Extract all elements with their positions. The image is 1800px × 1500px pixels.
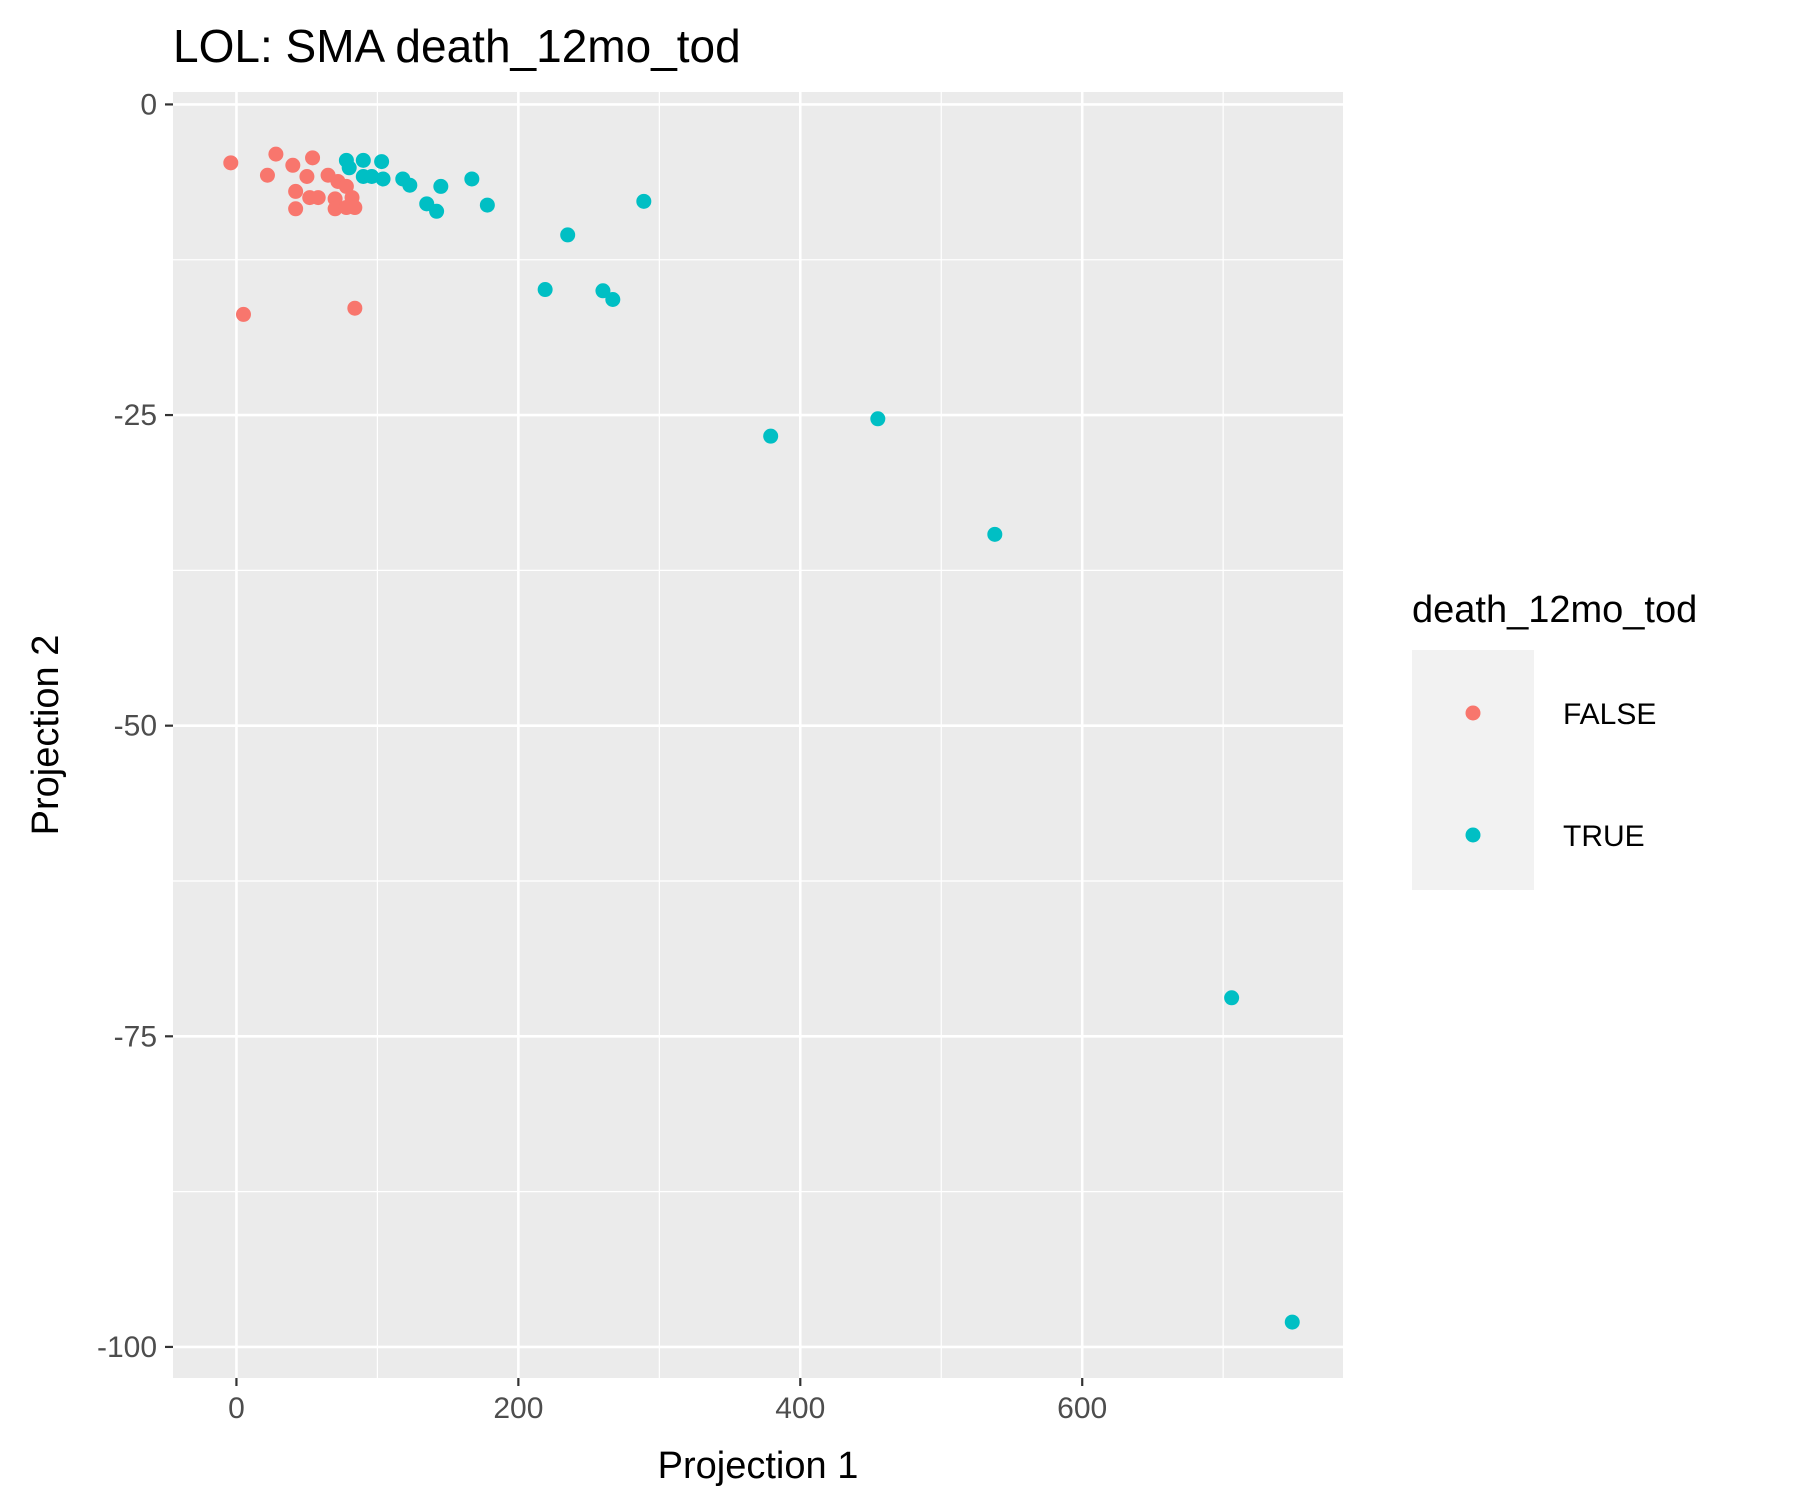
y-tick-label: -100 xyxy=(97,1331,157,1364)
data-point xyxy=(347,200,363,216)
data-point xyxy=(537,282,553,298)
data-point xyxy=(1224,990,1240,1006)
legend-label-true: TRUE xyxy=(1563,820,1645,853)
legend-key-false xyxy=(1465,705,1481,721)
data-point xyxy=(429,203,445,219)
legend: death_12mo_tod FALSE TRUE xyxy=(1412,589,1697,890)
data-point xyxy=(433,178,449,194)
y-tick-label: 0 xyxy=(140,88,157,121)
data-point xyxy=(402,177,418,193)
data-point xyxy=(305,150,321,166)
data-point xyxy=(347,300,363,316)
series-false xyxy=(223,146,363,322)
x-tick-label: 400 xyxy=(775,1392,825,1425)
chart-title: LOL: SMA death_12mo_tod xyxy=(173,20,741,72)
y-axis-title: Projection 2 xyxy=(25,635,67,836)
data-point xyxy=(987,526,1003,542)
data-point xyxy=(310,190,326,206)
data-point xyxy=(595,283,611,299)
data-point xyxy=(605,291,621,307)
data-point xyxy=(259,167,275,183)
data-point xyxy=(288,183,304,199)
legend-key-true xyxy=(1465,827,1481,843)
data-point xyxy=(364,168,380,184)
minor-gridlines xyxy=(173,92,1343,1378)
series-true xyxy=(338,152,1300,1330)
y-tick-label: -50 xyxy=(114,710,157,743)
data-point xyxy=(464,171,480,187)
data-point xyxy=(268,146,284,162)
y-tick-label: -25 xyxy=(114,399,157,432)
data-point xyxy=(1284,1314,1300,1330)
data-point xyxy=(375,171,391,187)
data-point xyxy=(223,155,239,171)
legend-title: death_12mo_tod xyxy=(1412,589,1697,631)
data-point xyxy=(327,201,343,217)
data-point xyxy=(338,178,354,194)
data-point xyxy=(763,428,779,444)
data-point xyxy=(288,201,304,217)
data-points xyxy=(223,146,1300,1330)
major-gridlines xyxy=(173,92,1343,1378)
data-point xyxy=(299,168,315,184)
data-point xyxy=(636,193,652,209)
x-axis-title: Projection 1 xyxy=(658,1445,859,1487)
data-point xyxy=(870,411,886,427)
data-point xyxy=(285,157,301,173)
data-point xyxy=(479,197,495,213)
x-tick-label: 200 xyxy=(493,1392,543,1425)
data-point xyxy=(374,154,390,170)
plot-panel xyxy=(173,92,1343,1378)
data-point xyxy=(235,306,251,322)
data-point xyxy=(560,227,576,243)
data-point xyxy=(355,152,371,168)
legend-label-false: FALSE xyxy=(1563,698,1656,731)
axis-ticks xyxy=(165,103,1084,1386)
y-tick-label: -75 xyxy=(114,1020,157,1053)
axis-tick-labels: 0 200 400 600 0 -25 -50 -75 -100 xyxy=(97,88,1107,1425)
legend-key-background xyxy=(1412,650,1534,890)
data-point xyxy=(341,160,357,176)
x-tick-label: 600 xyxy=(1057,1392,1107,1425)
x-tick-label: 0 xyxy=(228,1392,245,1425)
